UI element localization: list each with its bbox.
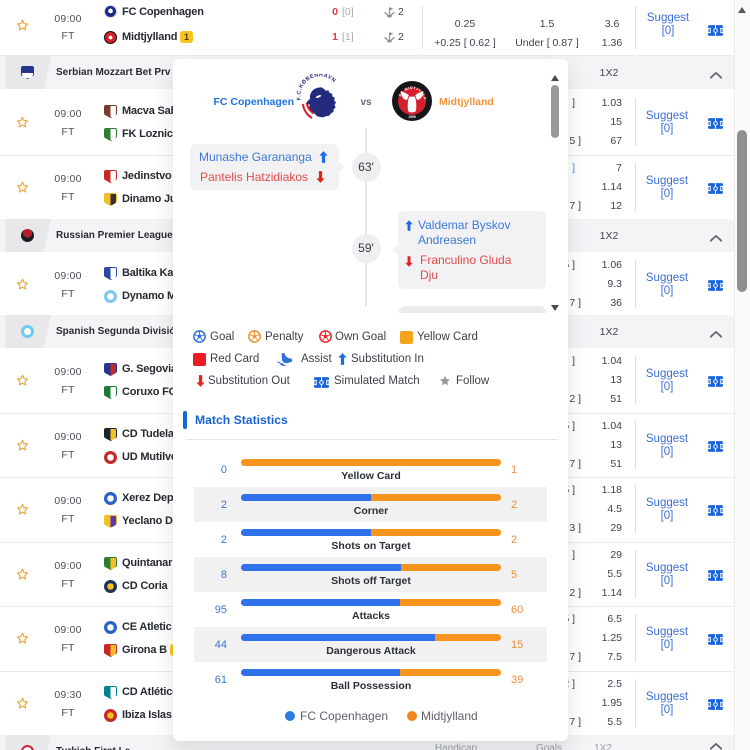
svg-text:1999: 1999 [408,115,416,119]
